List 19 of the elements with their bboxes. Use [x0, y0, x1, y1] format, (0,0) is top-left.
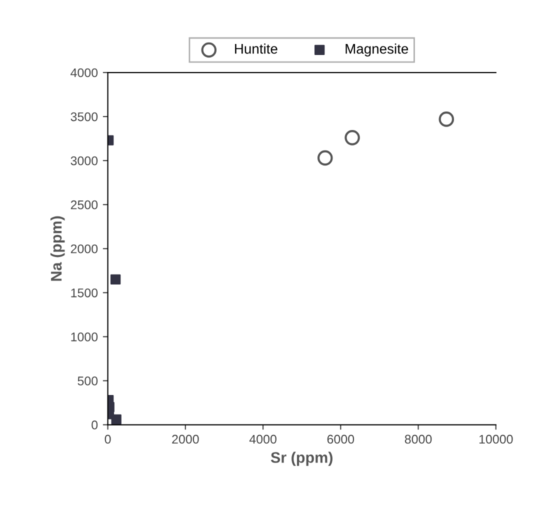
- y-tick-label: 0: [92, 420, 98, 430]
- x-tick-label: 10000: [479, 434, 513, 444]
- y-tick-label: 3500: [70, 112, 98, 122]
- x-tick-label: 0: [104, 434, 111, 444]
- y-tick-label: 500: [78, 376, 98, 386]
- y-tick-label: 4000: [70, 68, 98, 78]
- y-tick-label: 3000: [70, 156, 98, 166]
- y-tick-label: 1500: [71, 288, 98, 298]
- x-axis-title: Sr (ppm): [270, 452, 332, 466]
- x-tick-label: 8000: [404, 434, 432, 444]
- x-tick-label: 4000: [249, 434, 276, 444]
- y-tick-label: 1000: [71, 332, 98, 342]
- x-tick-label: 6000: [327, 434, 354, 444]
- y-tick-label: 2000: [70, 244, 98, 254]
- y-tick-label: 2500: [70, 200, 98, 210]
- y-axis-title: Na (ppm): [50, 216, 65, 281]
- x-tick-label: 2000: [172, 434, 199, 444]
- legend-label: Magnesite: [346, 44, 408, 56]
- legend-label: Huntite: [235, 44, 278, 54]
